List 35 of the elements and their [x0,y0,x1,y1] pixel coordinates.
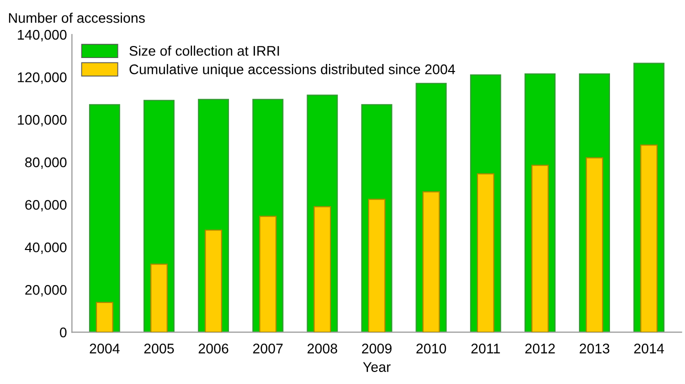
x-tick-label: 2007 [253,344,283,354]
x-tick-label: 2012 [525,344,555,354]
x-tick-label: 2010 [416,344,446,354]
x-tick-label: 2009 [362,344,392,354]
y-tick-label: 80,000 [25,157,67,169]
bar [422,191,440,332]
bar [476,173,494,332]
bar [150,264,168,332]
x-axis-title: Year [363,362,391,372]
bar [96,302,114,332]
y-tick-label: 0 [60,327,67,338]
x-tick-label: 2014 [634,344,664,354]
x-tick-label: 2013 [580,344,610,354]
y-tick-label: 60,000 [25,200,67,212]
y-tick-label: 140,000 [18,30,67,42]
y-tick-label: 120,000 [18,72,67,84]
bar [586,157,604,332]
bar [89,104,120,332]
bar [368,198,386,332]
legend-label: Size of collection at IRRI [130,46,279,56]
y-tick-label: 20,000 [25,284,67,296]
bar [314,206,332,332]
x-tick-label: 2006 [198,344,228,354]
y-tick-label: 100,000 [18,114,67,126]
x-tick-label: 2008 [308,344,338,354]
bar [531,164,549,332]
legend-label: Cumulative unique accessions distributed since 2004 [130,64,456,77]
x-tick-label: 2004 [90,344,120,354]
bar [204,230,222,332]
y-tick-label: 40,000 [24,242,67,254]
x-tick-label: 2005 [144,344,174,354]
y-axis-title: Number of accessions [9,12,145,23]
x-tick-label: 2011 [471,344,500,354]
bar [640,144,658,332]
bar [259,216,277,332]
